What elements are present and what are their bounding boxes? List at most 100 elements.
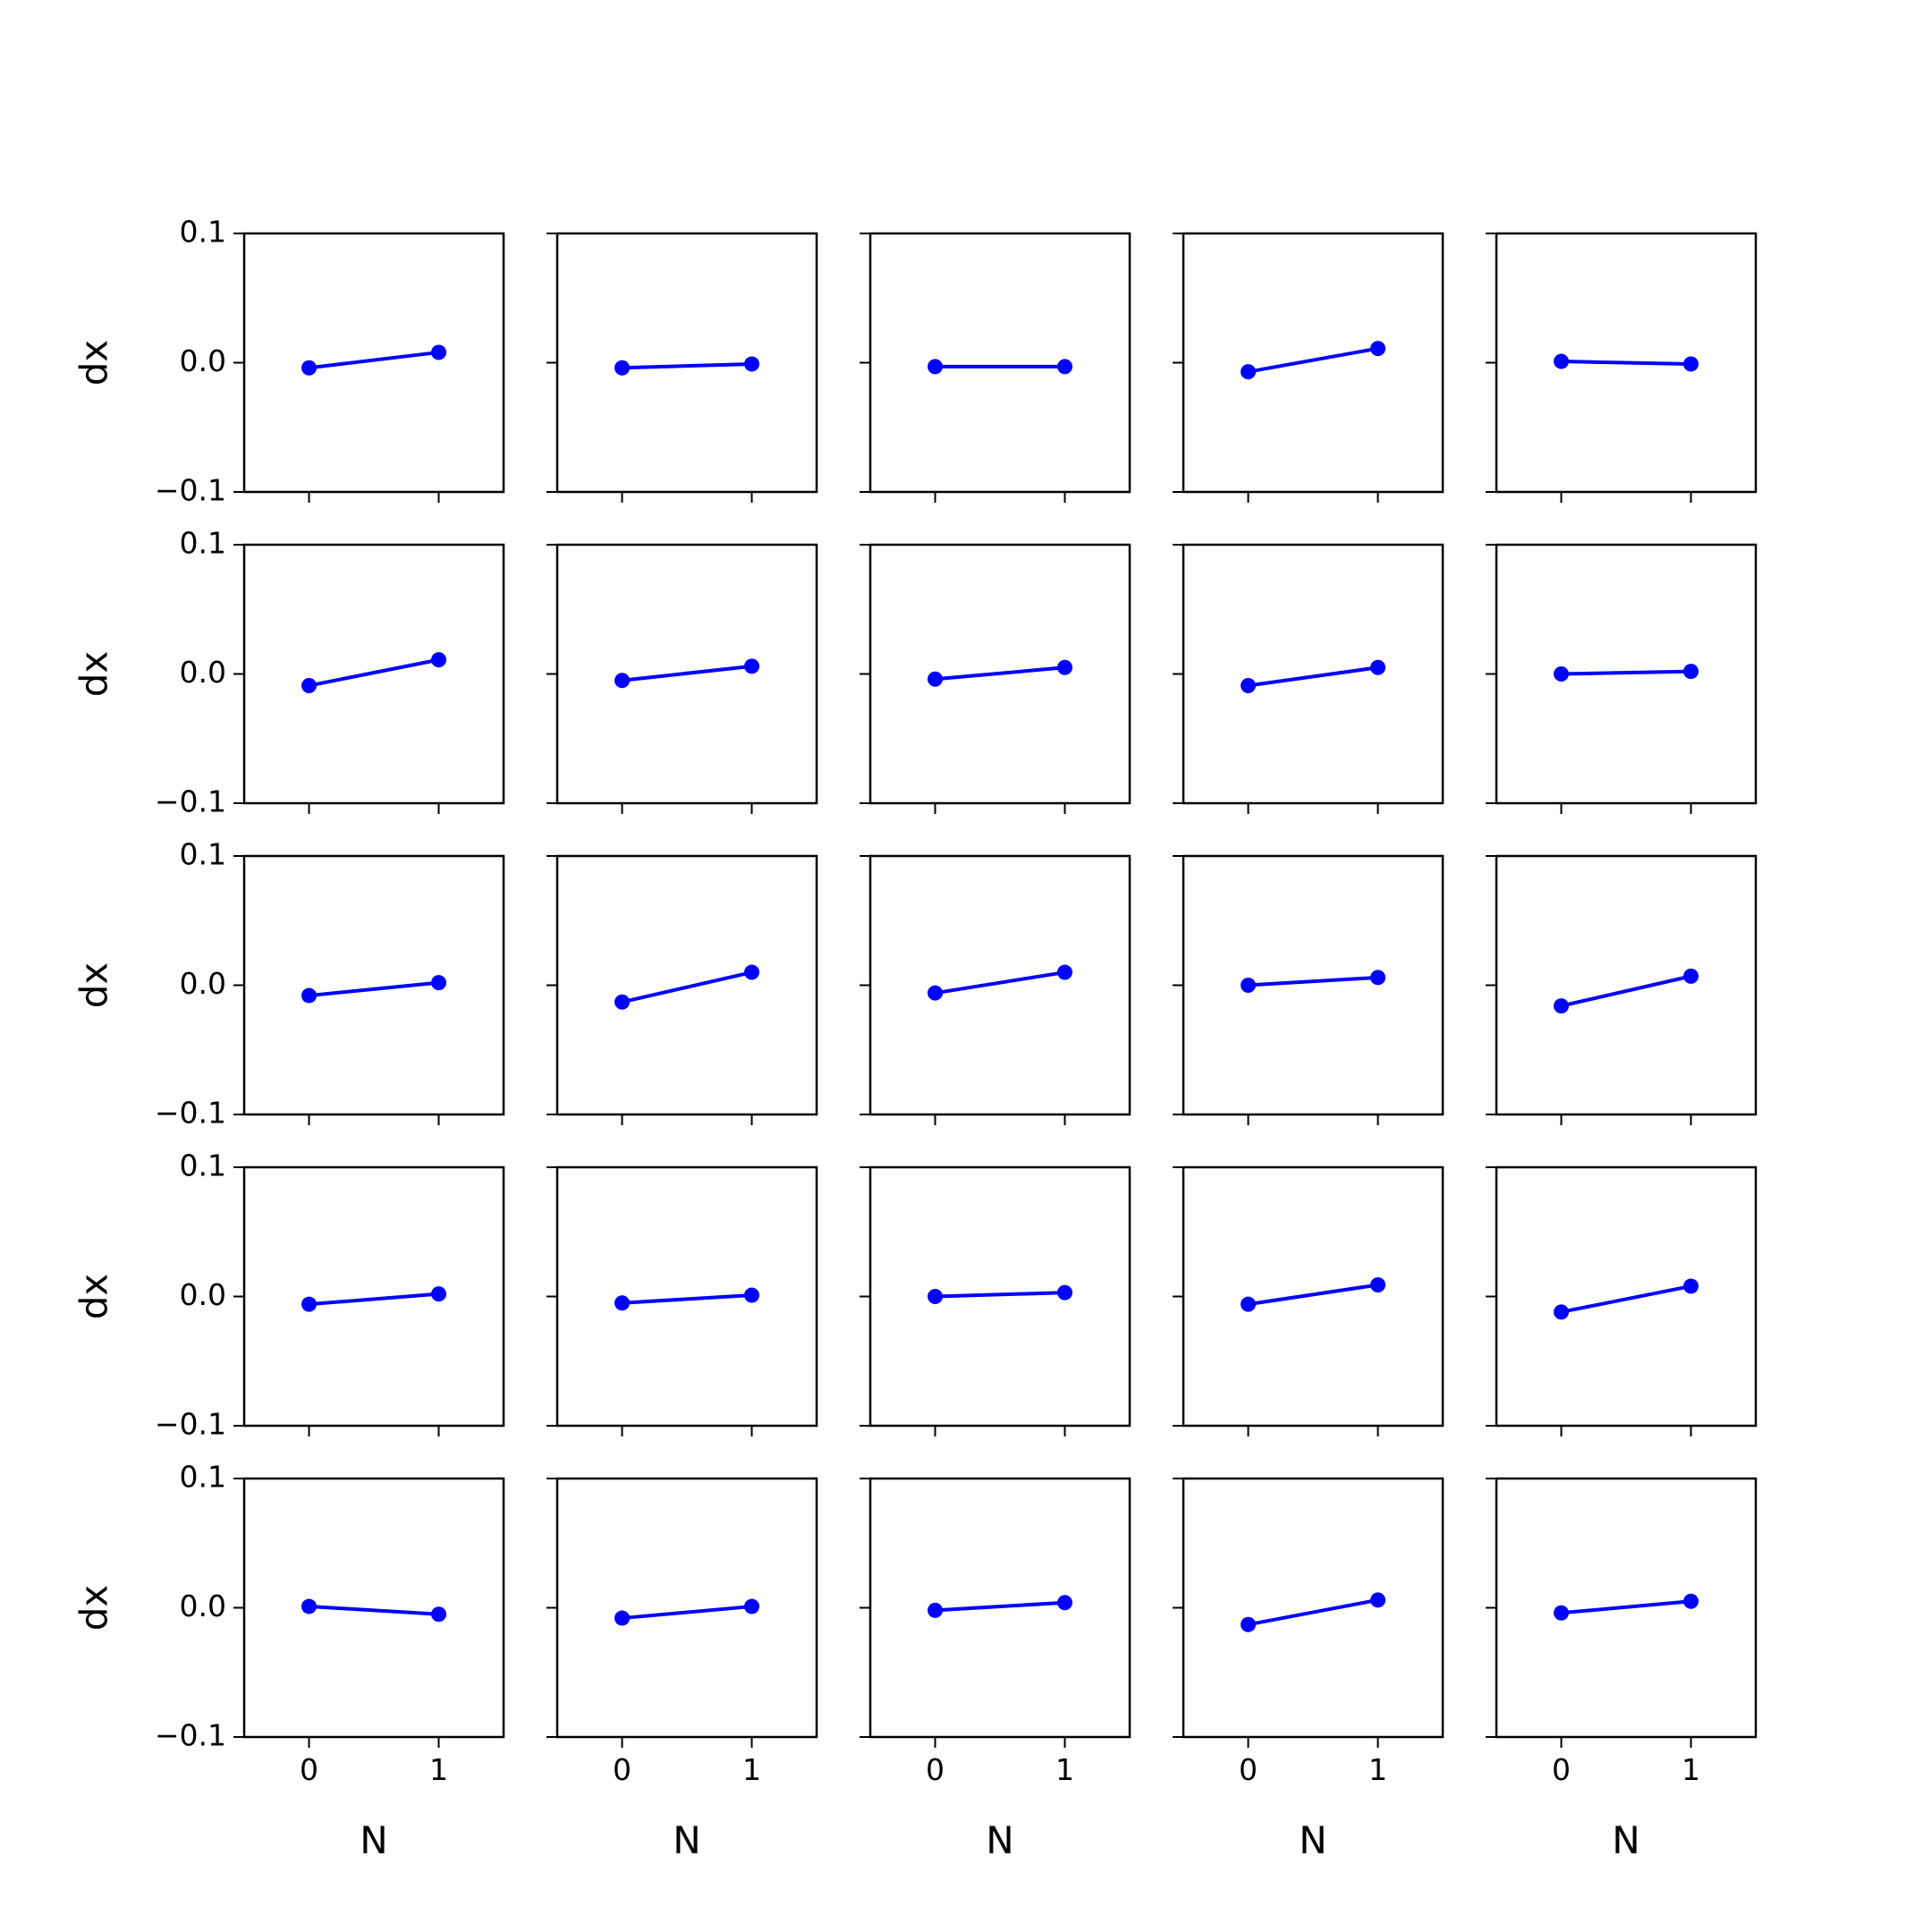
y-tick-label: 0.1 — [180, 215, 226, 250]
subplot-r3-c1 — [547, 1165, 818, 1436]
x-axis-label: N — [1612, 1818, 1640, 1862]
data-point — [1370, 1276, 1385, 1292]
data-point — [928, 1289, 943, 1304]
subplot-r1-c1 — [547, 543, 818, 814]
x-tick-label: 0 — [1239, 1752, 1258, 1787]
x-tick-label: 1 — [742, 1752, 761, 1787]
x-tick-label: 0 — [613, 1752, 631, 1787]
x-tick-label: 1 — [1368, 1752, 1387, 1787]
data-point — [301, 678, 317, 694]
data-point — [301, 1598, 317, 1614]
series-line — [622, 1293, 752, 1305]
y-tick-label: 0.0 — [180, 966, 226, 1001]
data-point — [928, 359, 943, 375]
y-tick-label: 0.0 — [180, 343, 226, 378]
data-point — [1370, 341, 1385, 357]
series-line — [935, 1600, 1065, 1613]
data-point — [744, 356, 759, 372]
data-point — [1683, 1278, 1699, 1294]
data-point — [1057, 359, 1072, 375]
data-point — [301, 987, 317, 1004]
series-line — [1248, 975, 1378, 987]
data-point — [1057, 1284, 1072, 1301]
y-tick-label: −0.1 — [155, 1096, 226, 1131]
data-point — [301, 1296, 317, 1312]
data-point — [1554, 1605, 1569, 1621]
subplot-r2-c4 — [1486, 854, 1758, 1125]
y-axis-label: dx — [72, 1274, 116, 1320]
data-point — [744, 1598, 759, 1614]
subplot-r4-c1: 0 1 N — [547, 1477, 818, 1862]
series-line — [1561, 974, 1691, 1008]
series-line — [1248, 1283, 1378, 1307]
data-point — [431, 1606, 446, 1623]
subplot-r0-c3 — [1173, 232, 1445, 503]
y-axis-label: dx — [72, 1585, 116, 1631]
subplot-r0-c1 — [547, 232, 818, 503]
series-line — [309, 1605, 439, 1616]
subplot-r2-c0: −0.1 0.0 0.1 dx — [72, 837, 505, 1131]
data-point — [1370, 1592, 1385, 1608]
data-point — [1370, 970, 1385, 986]
series-line — [1561, 1599, 1691, 1615]
subplot-r0-c2 — [860, 232, 1131, 503]
series-line — [935, 970, 1065, 996]
subplot-r4-c3: 0 1 N — [1173, 1477, 1445, 1862]
data-point — [1683, 356, 1699, 372]
subplot-r3-c3 — [1173, 1165, 1445, 1436]
series-line — [935, 665, 1065, 682]
data-point — [1683, 1593, 1699, 1609]
x-tick-label: 1 — [1682, 1752, 1700, 1787]
x-tick-label: 0 — [300, 1752, 318, 1787]
data-point — [1241, 978, 1256, 993]
x-tick-label: 0 — [926, 1752, 945, 1787]
data-point — [1241, 1296, 1256, 1312]
data-point — [744, 1287, 759, 1303]
y-tick-label: −0.1 — [155, 1407, 226, 1442]
data-point — [1241, 1616, 1256, 1632]
series-line — [622, 361, 752, 370]
data-point — [1057, 1595, 1072, 1611]
y-tick-label: 0.0 — [180, 1589, 226, 1623]
series-line — [1561, 1284, 1691, 1314]
data-point — [928, 985, 943, 1001]
subplot-r4-c2: 0 1 N — [860, 1477, 1131, 1862]
subplot-r3-c2 — [860, 1165, 1131, 1436]
data-point — [1057, 964, 1072, 980]
y-tick-label: 0.1 — [180, 1148, 226, 1183]
x-axis-label: N — [673, 1818, 700, 1862]
series-line — [1248, 1597, 1378, 1627]
subplot-r0-c0: −0.1 0.0 0.1 dx — [72, 215, 505, 508]
data-point — [1554, 666, 1569, 682]
series-line — [309, 657, 439, 688]
subplot-grid: −0.10.00.1dx−0.10.00.1dx−0.10.00.1dx−0.1… — [72, 215, 1758, 1862]
data-point — [1057, 659, 1072, 675]
y-tick-label: 0.0 — [180, 655, 226, 690]
subplot-r4-c0: −0.1 0.0 0.1 0 1 dx N — [72, 1460, 505, 1862]
y-tick-label: 0.0 — [180, 1277, 226, 1312]
y-axis-label: dx — [72, 340, 116, 386]
subplot-r2-c2 — [860, 854, 1131, 1125]
data-point — [431, 344, 446, 360]
series-line — [935, 1291, 1065, 1299]
data-point — [1554, 998, 1569, 1014]
data-point — [431, 1286, 446, 1302]
series-line — [309, 980, 439, 998]
series-line — [1248, 346, 1378, 374]
x-tick-label: 1 — [429, 1752, 448, 1787]
data-point — [1241, 678, 1256, 694]
data-point — [614, 1610, 630, 1626]
x-tick-label: 1 — [1055, 1752, 1074, 1787]
series-line — [622, 1605, 752, 1621]
data-point — [1554, 353, 1569, 369]
subplot-r3-c4 — [1486, 1165, 1758, 1436]
x-axis-label: N — [1299, 1818, 1326, 1862]
subplot-r2-c1 — [547, 854, 818, 1125]
data-point — [1241, 364, 1256, 380]
series-line — [1561, 360, 1691, 366]
data-point — [1683, 968, 1699, 984]
subplot-r4-c4: 0 1 N — [1486, 1477, 1758, 1862]
subplot-r1-c4 — [1486, 543, 1758, 814]
data-point — [614, 360, 630, 376]
